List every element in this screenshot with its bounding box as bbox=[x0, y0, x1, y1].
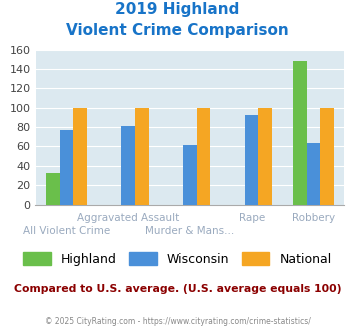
Text: All Violent Crime: All Violent Crime bbox=[23, 226, 110, 236]
Bar bbox=[183, 146, 197, 205]
Bar bbox=[320, 108, 334, 205]
Text: Murder & Mans...: Murder & Mans... bbox=[145, 226, 235, 236]
Bar bbox=[245, 115, 258, 205]
Bar bbox=[258, 108, 272, 205]
Bar bbox=[46, 173, 60, 205]
Text: Compared to U.S. average. (U.S. average equals 100): Compared to U.S. average. (U.S. average … bbox=[14, 284, 341, 294]
Text: Violent Crime Comparison: Violent Crime Comparison bbox=[66, 23, 289, 38]
Bar bbox=[293, 61, 307, 205]
Text: Rape: Rape bbox=[239, 213, 265, 223]
Text: Robbery: Robbery bbox=[292, 213, 335, 223]
Bar bbox=[121, 126, 135, 205]
Text: 2019 Highland: 2019 Highland bbox=[115, 2, 240, 16]
Bar bbox=[73, 108, 87, 205]
Bar bbox=[60, 130, 73, 205]
Bar bbox=[307, 143, 320, 205]
Bar bbox=[197, 108, 210, 205]
Bar bbox=[135, 108, 148, 205]
Text: © 2025 CityRating.com - https://www.cityrating.com/crime-statistics/: © 2025 CityRating.com - https://www.city… bbox=[45, 317, 310, 326]
Text: Aggravated Assault: Aggravated Assault bbox=[77, 213, 179, 223]
Legend: Highland, Wisconsin, National: Highland, Wisconsin, National bbox=[18, 247, 337, 271]
